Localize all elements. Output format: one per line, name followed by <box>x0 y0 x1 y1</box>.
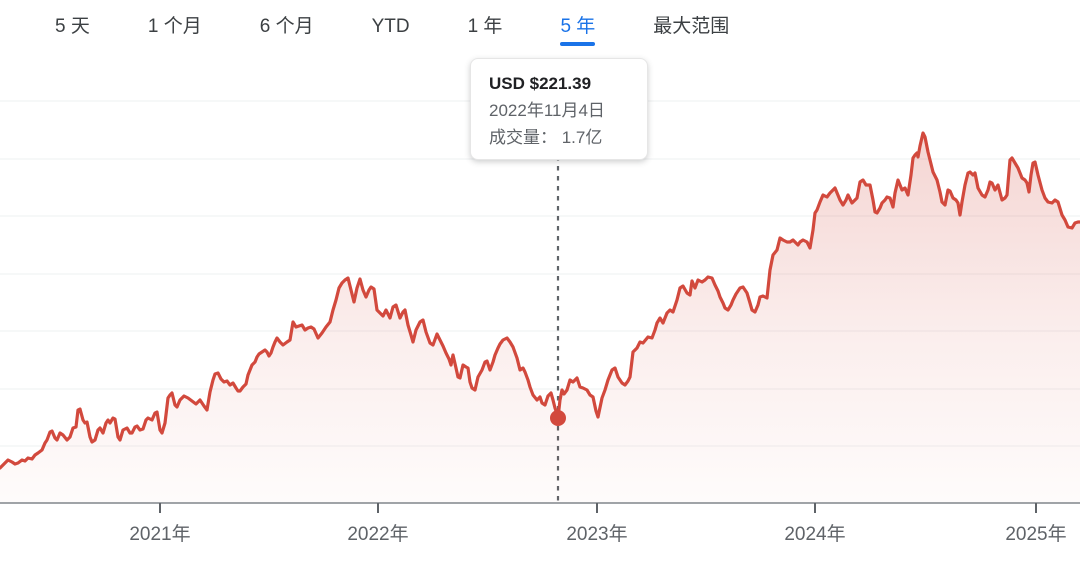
x-axis-year-label: 2021年 <box>129 523 190 545</box>
x-axis-year-label: 2023年 <box>566 523 627 545</box>
tab-1m-label: 1 个月 <box>147 16 202 37</box>
x-axis-year-label: 2024年 <box>784 523 845 545</box>
tooltip-volume: 成交量： 1.7亿 <box>489 128 603 147</box>
tab-6m[interactable]: 6 个月 <box>260 15 314 46</box>
selected-point-marker <box>550 410 566 426</box>
tab-5d[interactable]: 5 天 <box>55 15 90 46</box>
tab-1m[interactable]: 1 个月 <box>148 15 202 46</box>
tab-max[interactable]: 最大范围 <box>653 15 729 46</box>
x-axis-year-label: 2025年 <box>1005 523 1066 545</box>
area-fill <box>0 133 1080 503</box>
price-line <box>0 131 1080 470</box>
tab-5d-label: 5 天 <box>55 16 90 37</box>
tab-5y-label: 5 年 <box>560 16 596 37</box>
tooltip-price: USD $221.39 <box>489 74 592 93</box>
tab-1y[interactable]: 1 年 <box>468 15 503 46</box>
active-tab-underline <box>560 42 596 46</box>
price-tooltip: USD $221.39 2022年11月4日 成交量： 1.7亿 <box>470 58 648 160</box>
time-range-tabs: 5 天 1 个月 6 个月 YTD 1 年 5 年 最大范围 <box>0 0 1080 56</box>
x-axis-year-label: 2022年 <box>347 523 408 545</box>
tooltip-date: 2022年11月4日 <box>489 101 605 120</box>
tab-6m-label: 6 个月 <box>259 16 314 37</box>
tab-max-label: 最大范围 <box>653 16 730 37</box>
tab-ytd-label: YTD <box>371 16 410 37</box>
tab-5y[interactable]: 5 年 <box>560 15 596 46</box>
tab-1y-label: 1 年 <box>467 16 503 37</box>
tab-ytd[interactable]: YTD <box>372 15 410 46</box>
